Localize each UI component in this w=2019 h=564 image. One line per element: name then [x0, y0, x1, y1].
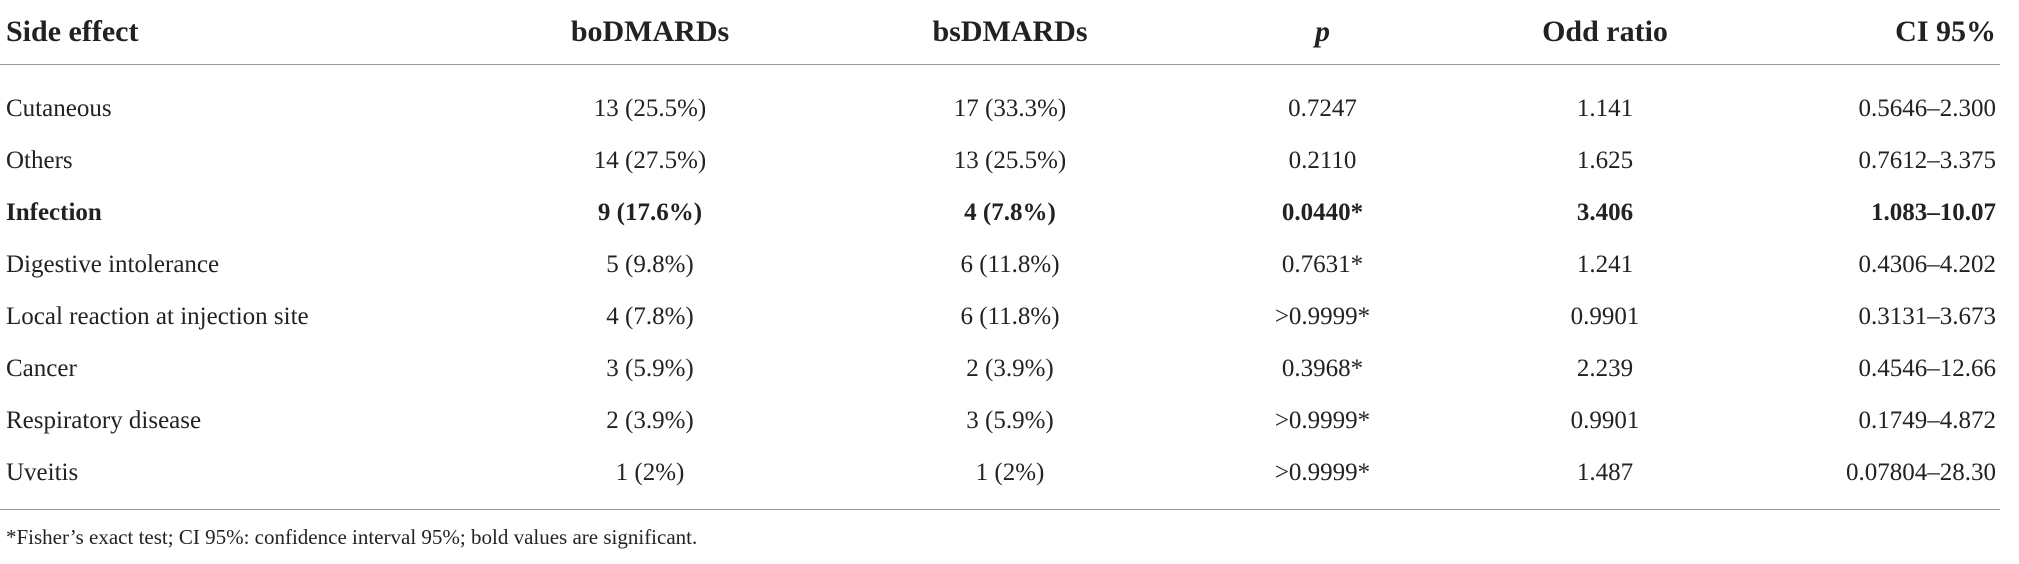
table-footnote: *Fisher’s exact test; CI 95%: confidence…: [6, 525, 698, 549]
cell-bsdmards: 1 (2%): [840, 447, 1180, 510]
cell-bsdmards: 13 (25.5%): [953, 147, 1067, 174]
cell-odds-ratio: 0.9901: [1570, 303, 1640, 330]
cell-p-value: >0.9999*: [1274, 303, 1371, 330]
cell-ci-95: 0.4546–12.66: [1858, 355, 1997, 382]
table-row: Digestive intolerance 5 (9.8%) 6 (11.8%) 0.…: [0, 239, 2000, 291]
table-row: Cancer 3 (5.9%) 2 (3.9%) 0.3968* 2.239 0.4546…: [0, 343, 2000, 395]
cell-bodmards: 1 (2%): [460, 447, 840, 510]
cell-side-effect: Others: [6, 147, 73, 174]
table-row: Local reaction at injection site 4 (7.8%)…: [0, 291, 2000, 343]
table-row: Cutaneous 13 (25.5%) 17 (33.3%) 0.7247 1.141…: [0, 65, 2000, 136]
cell-side-effect: Respiratory disease: [6, 407, 202, 434]
cell-bsdmards: 2 (3.9%): [966, 355, 1054, 382]
cell-bsdmards: 4 (7.8%): [964, 199, 1056, 226]
cell-side-effect: Local reaction at injection site: [6, 303, 309, 330]
header-ci-95: CI 95%: [1745, 0, 2000, 65]
cell-p-value: 0.0440*: [1281, 199, 1364, 226]
header-bodmards: boDMARDs: [460, 0, 840, 65]
cell-ci-95: 0.4306–4.202: [1858, 251, 1997, 278]
cell-ci-95: 0.5646–2.300: [1858, 95, 1997, 122]
table-row: Respiratory disease 2 (3.9%) 3 (5.9%) >0.99…: [0, 395, 2000, 447]
cell-bsdmards: 6 (11.8%): [960, 251, 1060, 278]
cell-p-value: 0.7631*: [1281, 251, 1364, 278]
table-body: Cutaneous 13 (25.5%) 17 (33.3%) 0.7247 1.141…: [0, 65, 2000, 510]
cell-bsdmards: 3 (5.9%): [966, 407, 1054, 434]
cell-odds-ratio: 1.625: [1576, 147, 1634, 174]
cell-odds-ratio: 1.141: [1576, 95, 1634, 122]
cell-p-value: >0.9999*: [1180, 447, 1465, 510]
cell-bsdmards: 17 (33.3%): [953, 95, 1067, 122]
cell-side-effect: Cutaneous: [6, 95, 112, 122]
header-odds-ratio: Odd ratio: [1465, 0, 1745, 65]
cell-p-value: 0.7247: [1288, 95, 1357, 122]
cell-ci-95: 0.07804–28.30: [1745, 447, 2000, 510]
cell-bodmards: 5 (9.8%): [606, 251, 694, 278]
cell-bsdmards: 6 (11.8%): [960, 303, 1060, 330]
side-effects-table: Side effect boDMARDs bsDMARDs p Odd rati…: [0, 0, 2000, 510]
cell-ci-95: 0.3131–3.673: [1858, 303, 1997, 330]
cell-side-effect: Uveitis: [0, 447, 460, 510]
cell-ci-95: 0.1749–4.872: [1858, 407, 1997, 434]
cell-bodmards: 13 (25.5%): [593, 95, 707, 122]
table-row: Uveitis 1 (2%) 1 (2%) >0.9999* 1.487 0.07804–…: [0, 447, 2000, 510]
cell-ci-95: 0.7612–3.375: [1858, 147, 1997, 174]
cell-odds-ratio: 1.241: [1576, 251, 1634, 278]
cell-bodmards: 9 (17.6%): [597, 199, 703, 226]
table-row: Others 14 (27.5%) 13 (25.5%) 0.2110 1.625 0.7…: [0, 135, 2000, 187]
cell-bodmards: 2 (3.9%): [606, 407, 694, 434]
header-p-value: p: [1180, 0, 1465, 65]
cell-p-value: 0.2110: [1288, 147, 1357, 174]
cell-side-effect: Cancer: [6, 355, 77, 382]
table-row: Infection 9 (17.6%) 4 (7.8%) 0.0440* 3.406 1.…: [0, 187, 2000, 239]
cell-side-effect: Digestive intolerance: [6, 251, 220, 278]
cell-bodmards: 3 (5.9%): [606, 355, 694, 382]
cell-odds-ratio: 3.406: [1576, 199, 1634, 226]
header-row: Side effect boDMARDs bsDMARDs p Odd rati…: [0, 0, 2000, 65]
cell-side-effect: Infection: [6, 199, 102, 226]
header-side-effect: Side effect: [0, 0, 460, 65]
cell-odds-ratio: 0.9901: [1570, 407, 1640, 434]
cell-bodmards: 4 (7.8%): [606, 303, 694, 330]
cell-odds-ratio: 1.487: [1465, 447, 1745, 510]
table-header: Side effect boDMARDs bsDMARDs p Odd rati…: [0, 0, 2000, 65]
cell-ci-95: 1.083–10.07: [1871, 199, 1996, 226]
cell-odds-ratio: 2.239: [1576, 355, 1634, 382]
cell-p-value: 0.3968*: [1281, 355, 1364, 382]
cell-p-value: >0.9999*: [1274, 407, 1371, 434]
header-bsdmards: bsDMARDs: [840, 0, 1180, 65]
cell-bodmards: 14 (27.5%): [593, 147, 707, 174]
